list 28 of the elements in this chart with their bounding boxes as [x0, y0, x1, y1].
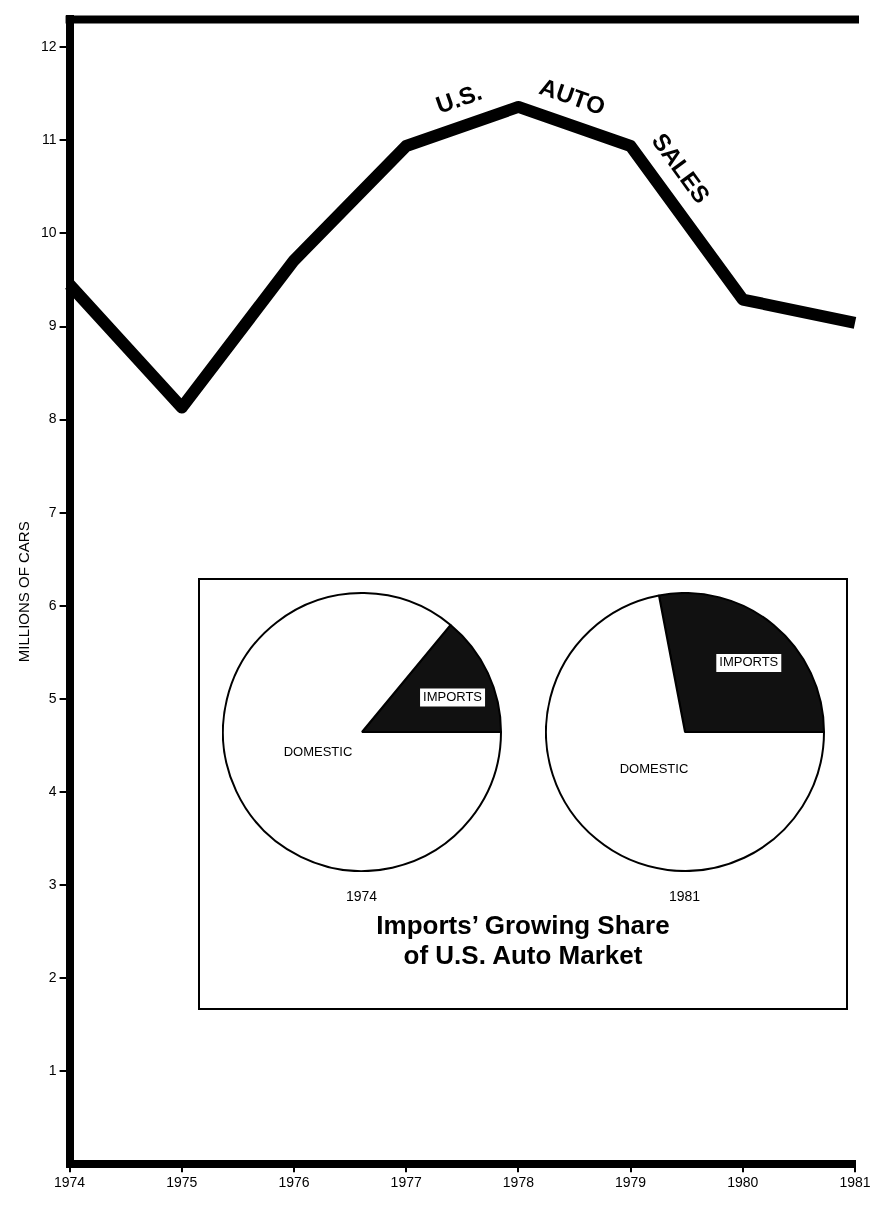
x-tick-label: 1979 — [615, 1174, 647, 1191]
x-tick-label: 1980 — [727, 1174, 759, 1191]
y-tick-label: 7 — [48, 503, 57, 520]
text: 1974 — [345, 888, 378, 904]
y-tick-label: 9 — [48, 317, 57, 334]
x-tick-label: 1974 — [53, 1174, 86, 1191]
y-tick-label: 12 — [40, 38, 57, 55]
y-tick-label: 4 — [48, 782, 57, 799]
y-tick-label: 11 — [42, 131, 57, 148]
y-tick-label: 1 — [48, 1061, 57, 1078]
y-tick-label: 5 — [48, 689, 57, 706]
x-tick-label: 1976 — [278, 1174, 310, 1191]
y-tick-label: 8 — [48, 410, 57, 427]
slice-label: IMPORTS — [718, 654, 779, 670]
x-tick-label: 1975 — [166, 1174, 198, 1191]
x-tick-label: 1977 — [390, 1174, 422, 1191]
y-tick-label: 10 — [40, 224, 57, 241]
slice-label: IMPORTS — [422, 688, 482, 704]
y-tick-label: 3 — [48, 875, 57, 892]
slice-label: DOMESTIC — [619, 761, 688, 777]
slice-label: DOMESTIC — [283, 744, 352, 760]
x-tick-label: 1978 — [502, 1174, 535, 1191]
y-tick-label: 2 — [48, 968, 57, 985]
x-tick-label: 1981 — [839, 1174, 871, 1191]
text: 1981 — [668, 888, 701, 904]
text: Imports’ Growing Share of U.S. Auto Market — [375, 910, 671, 970]
y-tick-label: 6 — [48, 596, 57, 613]
y-axis-title: MILLIONS OF CARS — [15, 521, 33, 663]
